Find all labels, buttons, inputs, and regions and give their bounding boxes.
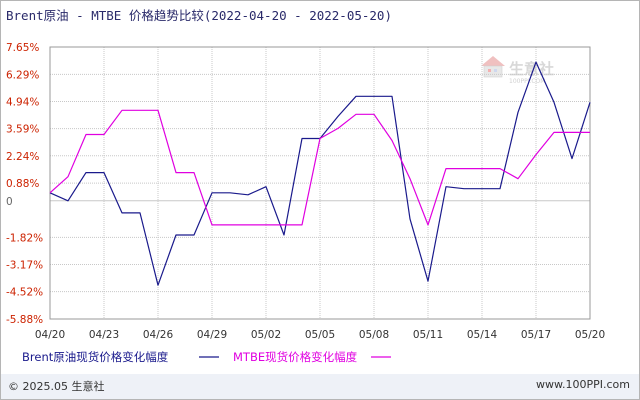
watermark-logo: 生意社 100PPI.COM bbox=[481, 56, 554, 85]
watermark-sub-text: 100PPI.COM bbox=[509, 78, 545, 85]
footer-bar bbox=[1, 374, 639, 399]
x-tick-label: 05/17 bbox=[521, 329, 551, 341]
watermark-house-icon bbox=[481, 56, 505, 78]
y-tick-label: 0.88% bbox=[6, 178, 39, 190]
axes: 7.65% 6.29% 4.94% 3.59% 2.24% 0.88% 0 -1.82% -3.… bbox=[6, 42, 605, 341]
legend-label-brent: Brent原油现货价格变化幅度 bbox=[22, 350, 169, 364]
x-tick-label: 05/02 bbox=[251, 329, 281, 341]
plot-border bbox=[49, 46, 591, 320]
x-tick-label: 05/20 bbox=[575, 329, 605, 341]
series-line-mtbe bbox=[49, 109, 590, 226]
grid-lines bbox=[49, 46, 591, 320]
y-tick-label: -1.82% bbox=[6, 232, 43, 244]
x-tick-label: 05/11 bbox=[413, 329, 443, 341]
y-tick-label: 4.94% bbox=[6, 96, 39, 108]
chart-title: Brent原油 - MTBE 价格趋势比较(2022-04-20 - 2022-… bbox=[6, 8, 392, 23]
series-lines bbox=[49, 61, 591, 286]
x-tick-label: 04/29 bbox=[197, 329, 227, 341]
x-tick-label: 04/26 bbox=[143, 329, 174, 341]
y-tick-label: -4.52% bbox=[6, 287, 43, 299]
footer-site-link[interactable]: www.100PPI.com bbox=[536, 378, 630, 391]
y-tick-label: 7.65% bbox=[6, 42, 39, 54]
legend-label-mtbe: MTBE现货价格变化幅度 bbox=[233, 350, 358, 364]
line-chart: 生意社 100PPI.COM 7.65% 6.29% 4.94% 3.59% 2.24%… bbox=[6, 42, 605, 364]
y-tick-label: 3.59% bbox=[6, 124, 39, 136]
x-tick-label: 05/14 bbox=[467, 329, 498, 341]
x-tick-label: 04/20 bbox=[35, 329, 65, 341]
y-tick-label: 0 bbox=[6, 196, 13, 208]
y-tick-label: -5.88% bbox=[6, 314, 43, 326]
x-tick-label: 05/08 bbox=[359, 329, 389, 341]
x-tick-label: 05/05 bbox=[305, 329, 335, 341]
legend: Brent原油现货价格变化幅度 MTBE现货价格变化幅度 bbox=[22, 350, 391, 364]
watermark-logo-text: 生意社 bbox=[509, 60, 554, 78]
y-tick-label: 2.24% bbox=[6, 151, 39, 163]
x-tick-label: 04/23 bbox=[89, 329, 119, 341]
footer-copyright: © 2025.05 生意社 bbox=[8, 380, 105, 393]
y-tick-label: 6.29% bbox=[6, 69, 39, 81]
y-tick-label: -3.17% bbox=[6, 260, 43, 272]
